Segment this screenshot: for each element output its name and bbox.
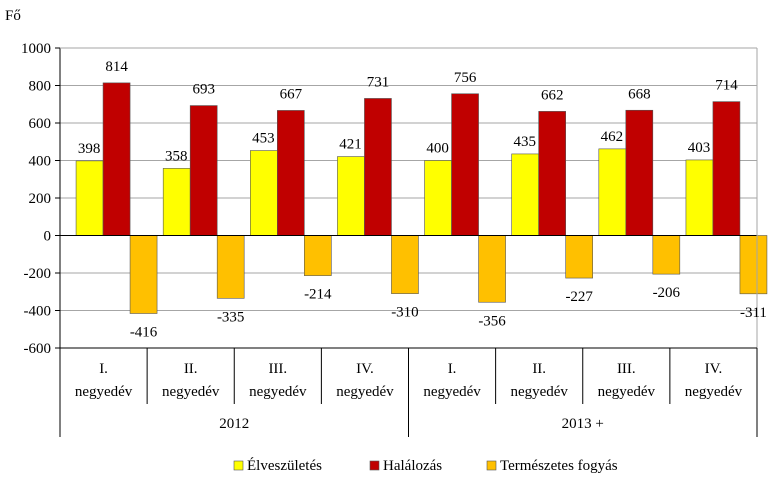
legend: Élveszületés Halálozás Természetes fogyás bbox=[233, 457, 618, 474]
bar-halalozas bbox=[189, 105, 218, 236]
y-tick-label: 200 bbox=[29, 191, 52, 207]
bar-elveszuletes bbox=[75, 160, 104, 236]
bar-halalozas bbox=[625, 109, 654, 236]
data-label: 453 bbox=[252, 131, 275, 147]
data-label: 668 bbox=[628, 86, 651, 102]
data-label: -206 bbox=[653, 285, 681, 301]
y-tick-label: 0 bbox=[44, 229, 52, 245]
data-label: 731 bbox=[367, 74, 390, 90]
data-label: -356 bbox=[478, 313, 506, 329]
bar-termeszetes-fogyas bbox=[129, 235, 158, 314]
bar-termeszetes-fogyas bbox=[652, 235, 681, 275]
y-tick-label: 600 bbox=[29, 116, 52, 132]
data-label: 462 bbox=[601, 129, 624, 145]
data-label: 435 bbox=[513, 134, 536, 150]
data-label: 667 bbox=[280, 86, 303, 102]
category-label-negyedev: negyedév bbox=[336, 384, 394, 400]
category-label-negyedev: negyedév bbox=[598, 384, 656, 400]
bar-elveszuletes bbox=[598, 148, 627, 236]
category-label-quarter: IV. bbox=[356, 361, 374, 377]
bar-termeszetes-fogyas bbox=[739, 235, 768, 295]
bar-elveszuletes bbox=[685, 159, 714, 236]
year-group-label: 2013 + bbox=[562, 416, 604, 432]
category-label-negyedev: negyedév bbox=[423, 384, 481, 400]
bar-halalozas bbox=[538, 111, 566, 236]
bar-elveszuletes bbox=[250, 150, 278, 236]
data-label: -214 bbox=[304, 287, 332, 303]
data-label: -335 bbox=[217, 309, 245, 325]
bars bbox=[75, 82, 768, 314]
data-label: -311 bbox=[740, 305, 767, 321]
category-axis: I. negyedév II. negyedév III. negyedév IV. negy… bbox=[59, 348, 758, 437]
bar-elveszuletes bbox=[511, 153, 539, 236]
legend-swatch bbox=[369, 460, 380, 471]
data-label: 358 bbox=[165, 148, 188, 164]
data-label: 421 bbox=[339, 137, 362, 153]
bar-elveszuletes bbox=[162, 168, 191, 236]
data-label: 814 bbox=[105, 59, 128, 75]
bar-halalozas bbox=[102, 82, 131, 236]
bar-elveszuletes bbox=[424, 160, 452, 236]
y-tick-label: 400 bbox=[29, 154, 52, 170]
bar-termeszetes-fogyas bbox=[216, 235, 245, 299]
category-label-negyedev: negyedév bbox=[75, 384, 133, 400]
category-label-quarter: III. bbox=[268, 361, 287, 377]
data-label: -416 bbox=[130, 325, 158, 341]
bar-halalozas bbox=[364, 98, 392, 236]
category-label-quarter: I. bbox=[99, 361, 108, 377]
bar-elveszuletes bbox=[337, 156, 365, 236]
y-tick-label: 800 bbox=[29, 79, 52, 95]
category-label-quarter: II. bbox=[184, 361, 198, 377]
bar-halalozas bbox=[277, 110, 305, 236]
category-label-negyedev: negyedév bbox=[510, 384, 568, 400]
legend-swatch bbox=[486, 460, 497, 471]
y-tick-label: -600 bbox=[24, 341, 52, 357]
bar-termeszetes-fogyas bbox=[565, 235, 593, 279]
legend-label: Természetes fogyás bbox=[500, 458, 618, 474]
bar-termeszetes-fogyas bbox=[478, 235, 506, 303]
category-label-negyedev: negyedév bbox=[685, 384, 743, 400]
data-label: 403 bbox=[688, 140, 711, 156]
data-label: -310 bbox=[391, 305, 419, 321]
category-label-quarter: I. bbox=[448, 361, 457, 377]
y-tick-label: -400 bbox=[24, 304, 52, 320]
data-labels: 398 358 453 421 400 435 462 403 814 693 667 731 756 6… bbox=[78, 59, 767, 341]
y-tick-label: -200 bbox=[24, 266, 52, 282]
y-tick-label: 1000 bbox=[21, 41, 51, 57]
y-axis-title: Fő bbox=[5, 8, 21, 24]
category-label-negyedev: negyedév bbox=[249, 384, 307, 400]
category-label-negyedev: negyedév bbox=[162, 384, 220, 400]
legend-label: Halálozás bbox=[383, 458, 442, 474]
legend-label: Élveszületés bbox=[247, 457, 322, 474]
data-label: 756 bbox=[454, 70, 477, 86]
data-label: 714 bbox=[715, 78, 738, 94]
axes: -600 -400 -200 0 200 400 600 800 1000 bbox=[21, 41, 758, 357]
category-label-quarter: III. bbox=[617, 361, 636, 377]
bar-halalozas bbox=[451, 93, 479, 236]
year-group-label: 2012 bbox=[219, 416, 249, 432]
bar-termeszetes-fogyas bbox=[304, 235, 332, 276]
data-label: -227 bbox=[565, 289, 593, 305]
bar-halalozas bbox=[712, 101, 741, 236]
category-label-quarter: II. bbox=[532, 361, 546, 377]
legend-swatch bbox=[233, 460, 244, 471]
bar-termeszetes-fogyas bbox=[391, 235, 419, 294]
data-label: 662 bbox=[541, 87, 564, 103]
data-label: 398 bbox=[78, 141, 101, 157]
category-label-quarter: IV. bbox=[705, 361, 723, 377]
data-label: 400 bbox=[426, 141, 449, 157]
data-label: 693 bbox=[192, 82, 215, 98]
